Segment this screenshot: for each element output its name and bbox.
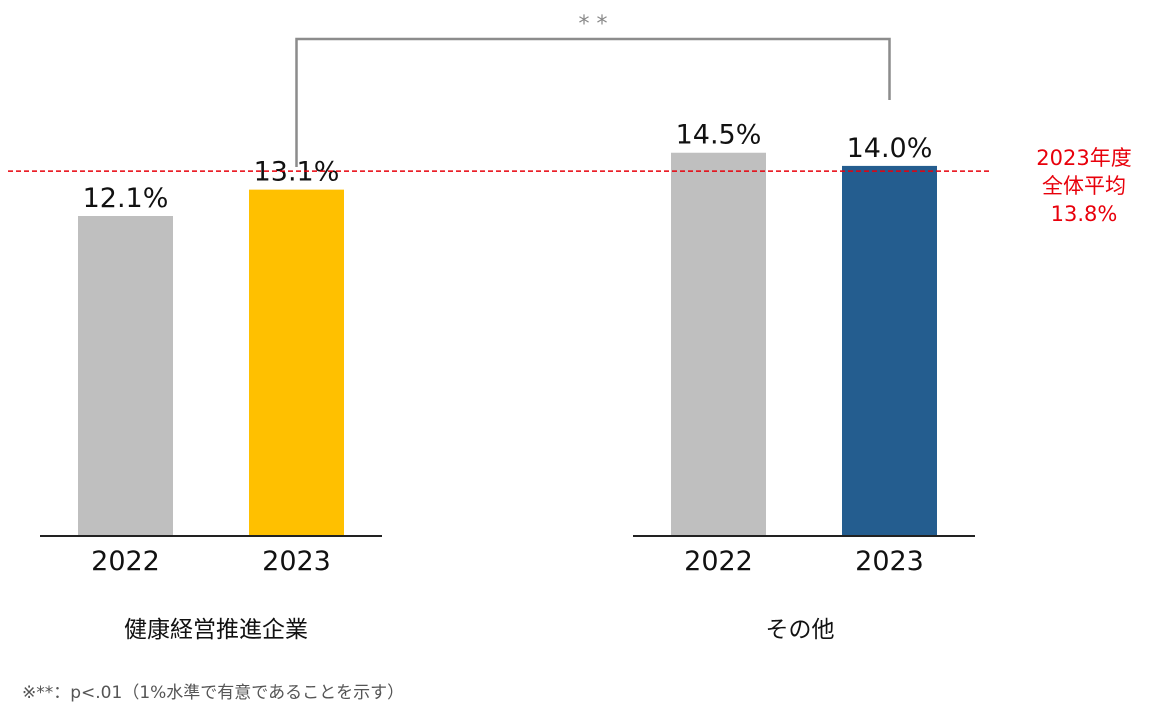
bar bbox=[842, 165, 937, 535]
bar bbox=[78, 216, 173, 535]
bar-value-label: 14.5% bbox=[676, 120, 762, 151]
x-tick-label: 2023 bbox=[262, 546, 331, 577]
bar-value-label: 14.0% bbox=[847, 133, 933, 164]
footnote: ※**：p<.01（1%水準で有意であることを示す） bbox=[22, 683, 404, 703]
x-tick-label: 2023 bbox=[855, 546, 924, 577]
significance-bracket bbox=[295, 37, 891, 167]
average-label: 全体平均 bbox=[1042, 174, 1126, 198]
bar bbox=[249, 189, 344, 536]
average-label: 2023年度 bbox=[1036, 146, 1131, 170]
group-label: その他 bbox=[766, 617, 835, 643]
bars-layer: 12.1%202213.1%2023健康経営推進企業14.5%202214.0%… bbox=[78, 120, 937, 643]
average-label: 13.8% bbox=[1051, 202, 1118, 226]
bar-value-label: 12.1% bbox=[83, 183, 169, 214]
x-tick-label: 2022 bbox=[684, 546, 753, 577]
x-tick-label: 2022 bbox=[91, 546, 160, 577]
group-label: 健康経営推進企業 bbox=[124, 617, 308, 643]
significance-label: * * bbox=[579, 12, 608, 37]
bar-group: 14.5% 2022 14.0% 2023 その他 bbox=[671, 120, 937, 643]
bar bbox=[671, 152, 766, 535]
significance-layer: * * bbox=[295, 12, 891, 167]
